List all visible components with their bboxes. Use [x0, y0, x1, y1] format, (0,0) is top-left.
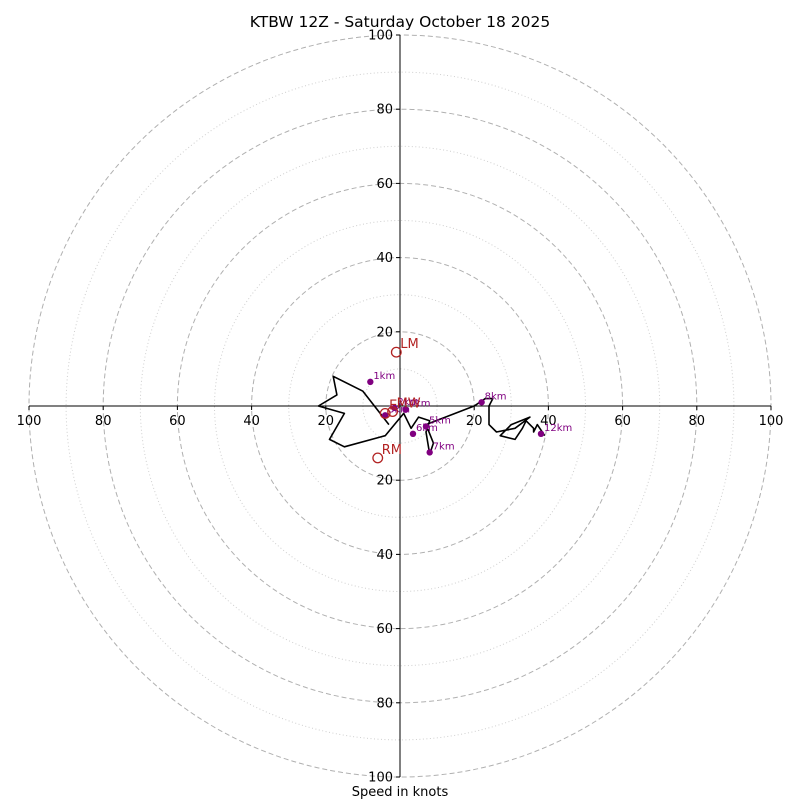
height-marker-label: 6km	[416, 423, 438, 434]
y-tick-label: 40	[376, 548, 393, 563]
y-tick-label: 80	[376, 103, 393, 118]
y-tick-label: 40	[376, 251, 393, 266]
height-marker-dot	[402, 406, 409, 413]
y-tick-label: 100	[368, 771, 393, 786]
storm-motion-marker	[390, 346, 402, 358]
height-marker-label: 1km	[373, 371, 395, 382]
x-axis-label: Speed in knots	[352, 785, 449, 800]
height-marker-dot	[409, 430, 417, 438]
y-tick-label: 20	[376, 474, 393, 489]
x-tick-label: 80	[689, 414, 706, 429]
storm-motion-marker	[372, 452, 384, 464]
x-tick-label: 60	[614, 414, 631, 429]
chart-title: KTBW 12Z - Saturday October 18 2025	[250, 13, 550, 31]
x-tick-label: 20	[466, 414, 483, 429]
x-tick-label: 40	[540, 414, 557, 429]
height-marker-label: 4km	[409, 399, 431, 410]
wind-trace-layer	[317, 375, 546, 456]
x-tick-label: 20	[318, 414, 335, 429]
height-marker-dot	[537, 430, 545, 438]
storm-motion-label: RM	[382, 443, 402, 458]
height-marker-dot	[422, 423, 430, 430]
wind-trace-line	[317, 375, 546, 456]
y-tick-label: 80	[376, 696, 393, 711]
y-tick-label: 100	[368, 29, 393, 44]
height-marker-label: 5km	[429, 415, 451, 426]
x-tick-label: 40	[243, 414, 260, 429]
height-marker-label: 2km	[397, 397, 419, 408]
x-tick-label: 80	[95, 414, 112, 429]
x-tick-label: 100	[759, 414, 784, 429]
storm-motion-marker	[379, 407, 391, 419]
y-tick-label: 60	[376, 177, 393, 192]
axis-ticks: 100 100 80 80 60 60 40 40 20 20 20 20 40 40 60 60 80 80 10…	[17, 29, 784, 786]
height-marker-label: 3km	[388, 404, 410, 415]
height-marker-dot	[426, 449, 433, 456]
height-marker-label: 12km	[544, 423, 572, 434]
height-marker-dot	[478, 399, 485, 406]
y-tick-label: 60	[376, 622, 393, 637]
storm-motion-label: E	[389, 398, 397, 413]
height-marker-dot	[367, 378, 374, 386]
y-tick-label: 20	[376, 325, 393, 340]
height-marker-dot	[381, 412, 389, 419]
x-tick-label: 60	[169, 414, 186, 429]
height-marker-label: 8km	[485, 391, 507, 402]
storm-motion-label: MW	[397, 397, 421, 412]
x-tick-label: 100	[17, 414, 42, 429]
height-marker-label: 7km	[433, 441, 455, 452]
storm-motion-markers: LM RM MWE	[372, 337, 421, 464]
storm-motion-label: LM	[400, 337, 418, 352]
storm-motion-marker	[387, 406, 399, 418]
